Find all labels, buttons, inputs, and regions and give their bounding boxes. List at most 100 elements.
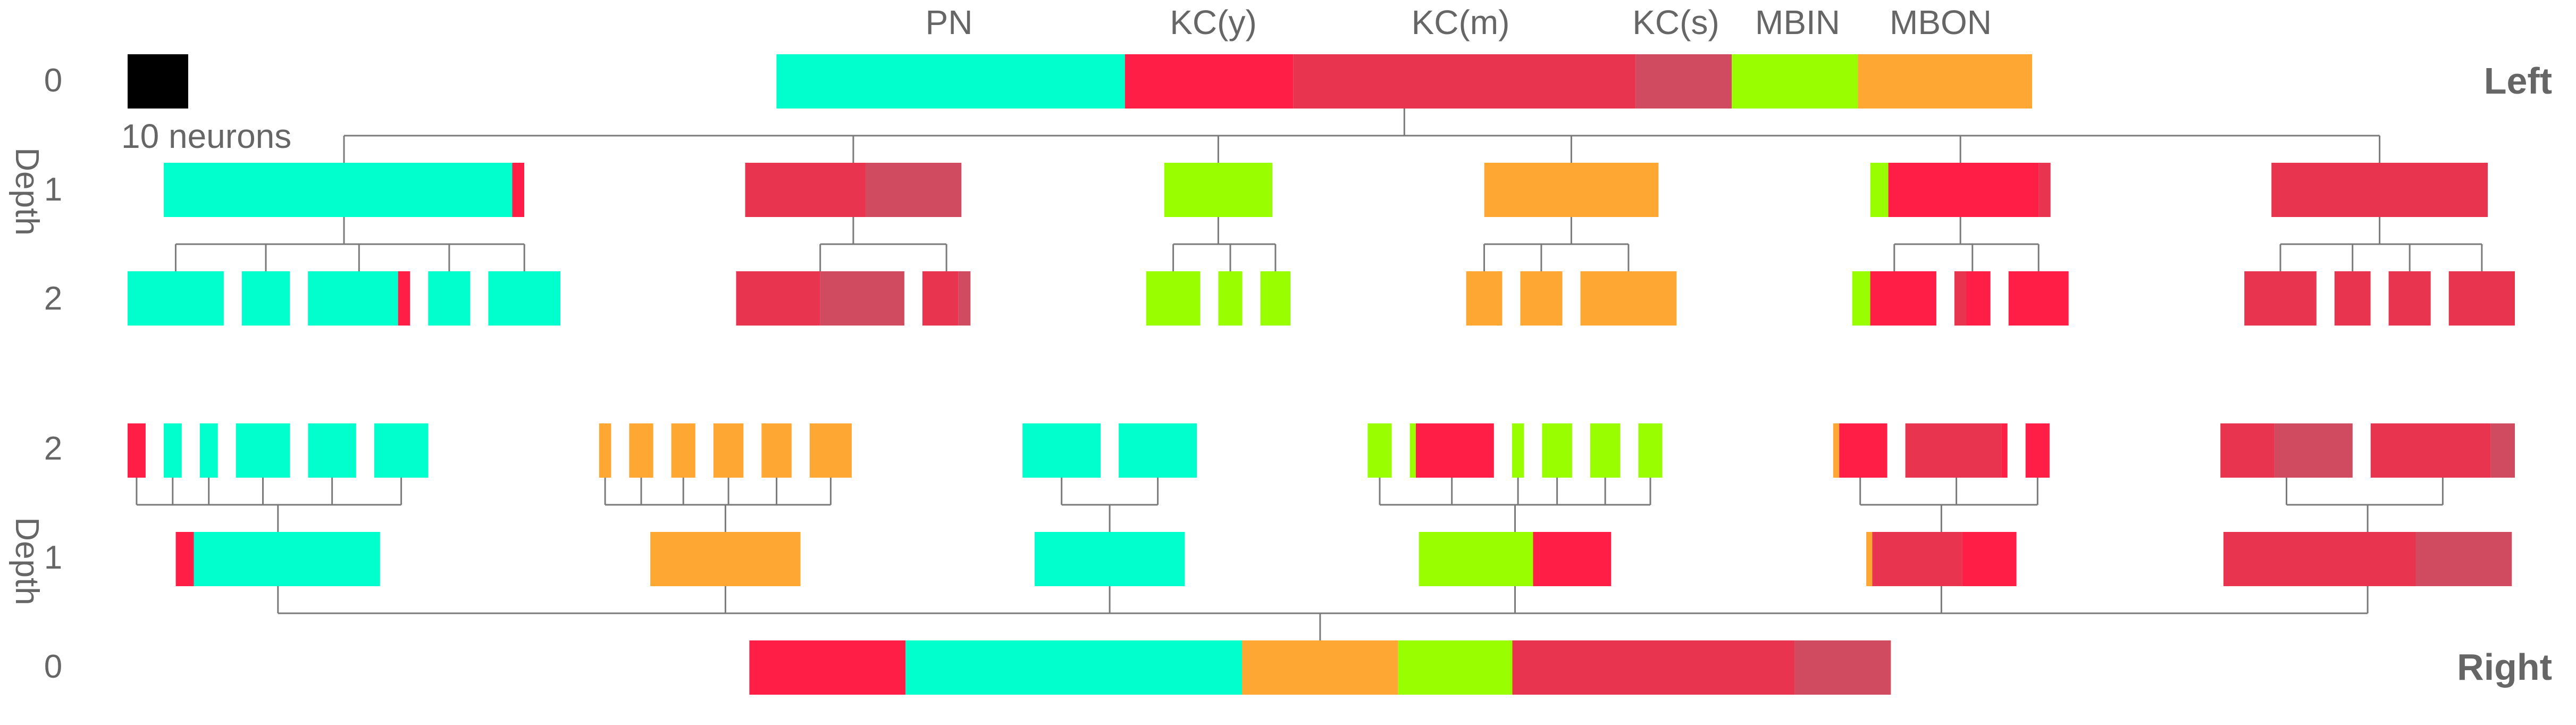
right-depth2-bar-1-1-segment-kc-y <box>128 423 146 478</box>
right-root-bar-segment-mbin <box>1398 640 1513 695</box>
right-depth-axis: 2 1 0 Depth <box>9 430 62 685</box>
left-depth2-bar-4-1-segment-mbon <box>1466 271 1503 326</box>
right-depth1-bar-6-segment-kc-m <box>2223 532 2416 586</box>
right-depth2-bar-2-5 <box>761 423 792 478</box>
right-depth2-bar-4-6 <box>1638 423 1663 478</box>
left-depth2-bar-2-1-segment-kc-m <box>736 271 820 326</box>
right-depth2-bar-4-2 <box>1409 423 1494 478</box>
right-depth2-bar-1-2-segment-pn <box>163 423 182 478</box>
right-depth2-bar-2-6 <box>809 423 852 478</box>
right-depth2-bar-2-3-segment-mbon <box>671 423 695 478</box>
right-depth2-bar-2-6-segment-mbon <box>809 423 852 478</box>
right-depth1-bar-4 <box>1419 532 1612 586</box>
left-depth2-bar-5-1 <box>1852 271 1936 326</box>
right-depth2-bar-4-6-segment-mbin <box>1638 423 1663 478</box>
right-depth1-bar-1-segment-pn <box>194 532 380 586</box>
left-depth-title: Depth <box>9 147 45 235</box>
type-label-pn: PN <box>926 3 973 41</box>
right-depth1-bar-1-segment-kc-y <box>175 532 194 586</box>
right-depth2-bar-4-3-segment-mbin <box>1512 423 1524 478</box>
left-depth2-bar-3-3 <box>1260 271 1291 326</box>
right-depth-label-1: 1 <box>44 539 62 576</box>
left-depth2-bar-6-4-segment-kc-m <box>2448 271 2515 326</box>
right-depth2-bar-6-2-segment-kc-s <box>2490 423 2515 478</box>
left-depth2-bar-5-1-segment-kc-y <box>1870 271 1936 326</box>
left-root-bar-segment-kc-m <box>1293 54 1636 109</box>
left-root-bar-segment-kc-y <box>1125 54 1294 109</box>
type-label-mbin: MBIN <box>1755 3 1840 41</box>
right-depth2-bar-5-3 <box>2025 423 2050 478</box>
right-root-bar-segment-kc-y <box>749 640 906 695</box>
right-depth2-bar-3-1-segment-pn <box>1022 423 1101 478</box>
left-depth2-bar-1-3-segment-pn <box>308 271 398 326</box>
left-depth2-bar-1-1-segment-pn <box>128 271 224 326</box>
left-depth-label-2: 2 <box>44 280 62 317</box>
left-depth2-bar-1-4 <box>428 271 471 326</box>
left-depth1-bar-5-segment-mbin <box>1870 163 1889 217</box>
type-labels: PN KC(y) KC(m) KC(s) MBIN MBON <box>926 3 1992 41</box>
left-depth2-bar-2-2 <box>922 271 971 326</box>
left-depth2-bar-6-3 <box>2388 271 2431 326</box>
scale-bar-label: 10 neurons <box>121 117 291 155</box>
left-panel-label: Left <box>2484 60 2552 102</box>
right-depth2-bar-2-1 <box>599 423 611 478</box>
left-depth2-bar-1-3-segment-kc-y <box>398 271 410 326</box>
left-depth1-bar-1-segment-kc-y <box>512 163 524 217</box>
right-depth2-bar-1-3 <box>199 423 218 478</box>
right-depth-label-2: 2 <box>44 430 62 467</box>
right-depth2-bar-3-1 <box>1022 423 1101 478</box>
right-depth1-bar-5-segment-kc-y <box>1962 532 2017 586</box>
right-depth2-bar-2-2-segment-mbon <box>629 423 653 478</box>
right-depth2-bar-4-1 <box>1367 423 1392 478</box>
left-depth2-bar-6-1 <box>2244 271 2317 326</box>
right-depth2-bar-2-1-segment-mbon <box>599 423 611 478</box>
right-depth2-bar-5-2-segment-kc-m <box>1905 423 2002 478</box>
left-root-bar-segment-mbin <box>1732 54 1858 109</box>
left-depth1-bar-1-segment-pn <box>164 163 513 217</box>
left-depth2-bar-6-3-segment-kc-m <box>2388 271 2431 326</box>
left-depth1-bar-3-segment-mbin <box>1164 163 1273 217</box>
right-depth1-bar-5-segment-kc-m <box>1872 532 1962 586</box>
left-depth1-bar-5-segment-kc-m <box>2038 163 2051 217</box>
left-depth2-bar-3-1-segment-mbin <box>1146 271 1201 326</box>
right-depth2-bar-5-3-segment-kc-y <box>2025 423 2050 478</box>
left-depth2-bar-5-2 <box>1954 271 1991 326</box>
right-depth2-bar-1-5-segment-pn <box>308 423 356 478</box>
right-depth1-bar-2-segment-mbon <box>650 532 801 586</box>
left-depth2-bar-1-2-segment-pn <box>241 271 290 326</box>
right-depth2-bar-4-4-segment-mbin <box>1542 423 1572 478</box>
right-depth1-bar-5-segment-mbon <box>1866 532 1873 586</box>
scale-bar-swatch <box>128 54 188 109</box>
right-depth2-bar-1-6-segment-pn <box>374 423 429 478</box>
left-root-bar <box>776 54 2033 109</box>
left-depth2-bar-4-3 <box>1580 271 1677 326</box>
left-depth2-bar-6-1-segment-kc-m <box>2244 271 2317 326</box>
right-depth2-bar-6-1-segment-kc-m <box>2220 423 2275 478</box>
right-depth2-bar-2-4-segment-mbon <box>713 423 744 478</box>
left-depth1-bar-5-segment-kc-y <box>1888 163 2039 217</box>
right-root-bar <box>749 640 1891 695</box>
right-depth2-bar-3-2-segment-pn <box>1119 423 1197 478</box>
right-depth2-bar-2-4 <box>713 423 744 478</box>
left-root-bar-segment-pn <box>776 54 1125 109</box>
right-depth2-bar-4-2-segment-kc-y <box>1415 423 1494 478</box>
left-depth2-bar-1-1 <box>128 271 224 326</box>
right-depth2-bar-1-3-segment-pn <box>199 423 218 478</box>
right-depth2-bar-6-2 <box>2370 423 2515 478</box>
left-depth2-bar-2-2-segment-kc-s <box>958 271 971 326</box>
right-root-bar-segment-pn <box>905 640 1242 695</box>
right-depth2-bar-5-1-segment-kc-y <box>1839 423 1887 478</box>
right-depth1-bar-4-segment-kc-y <box>1533 532 1612 586</box>
right-depth2-bar-4-1-segment-mbin <box>1367 423 1392 478</box>
left-depth2-bar-4-2-segment-mbon <box>1520 271 1563 326</box>
left-depth2-bar-6-2 <box>2334 271 2371 326</box>
left-depth2-bar-5-2-segment-kc-m <box>1954 271 1967 326</box>
left-depth2-bar-3-3-segment-mbin <box>1260 271 1291 326</box>
right-depth2-bar-5-1-segment-mbon <box>1833 423 1840 478</box>
right-depth2-bar-1-1 <box>128 423 146 478</box>
left-depth2-bar-6-2-segment-kc-m <box>2334 271 2371 326</box>
right-depth2-bar-5-2 <box>1905 423 2008 478</box>
left-depth2-bar-1-4-segment-pn <box>428 271 471 326</box>
left-depth1-bar-4 <box>1484 163 1659 217</box>
left-depth2-bar-5-2-segment-kc-y <box>1966 271 1991 326</box>
